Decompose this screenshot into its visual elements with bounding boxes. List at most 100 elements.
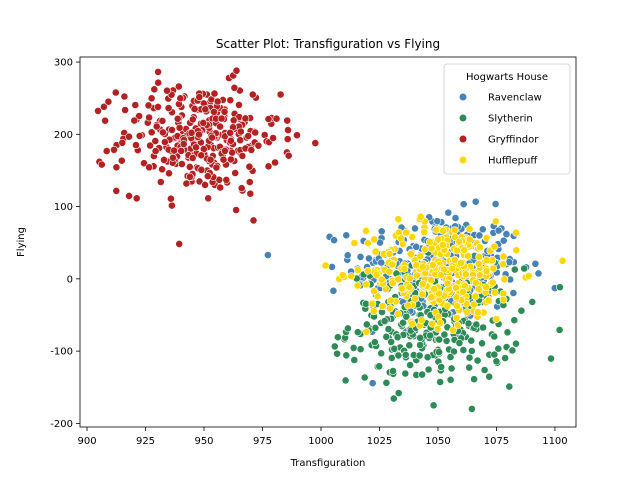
point-hufflepuff bbox=[386, 304, 394, 313]
point-slytherin bbox=[343, 324, 352, 333]
point-hufflepuff bbox=[377, 275, 386, 284]
point-slytherin bbox=[426, 331, 435, 340]
point-gryffindor bbox=[158, 165, 166, 174]
point-hufflepuff bbox=[463, 308, 471, 316]
point-hufflepuff bbox=[435, 289, 443, 298]
point-slytherin bbox=[401, 350, 410, 359]
point-hufflepuff bbox=[410, 294, 419, 303]
point-slytherin bbox=[390, 344, 399, 353]
point-hufflepuff bbox=[465, 225, 474, 234]
point-hufflepuff bbox=[418, 290, 427, 299]
point-gryffindor bbox=[135, 112, 143, 120]
point-ravenclaw bbox=[491, 200, 500, 208]
point-gryffindor bbox=[192, 143, 200, 152]
point-gryffindor bbox=[247, 145, 256, 154]
point-gryffindor bbox=[151, 137, 160, 145]
point-slytherin bbox=[492, 357, 501, 366]
point-slytherin bbox=[447, 364, 456, 373]
point-slytherin bbox=[342, 351, 351, 360]
point-hufflepuff bbox=[413, 271, 421, 280]
point-hufflepuff bbox=[443, 279, 452, 288]
point-gryffindor bbox=[230, 83, 239, 92]
point-ravenclaw bbox=[459, 200, 468, 209]
legend-marker-gryffindor bbox=[458, 134, 468, 144]
point-hufflepuff bbox=[432, 225, 441, 234]
point-gryffindor bbox=[244, 132, 253, 140]
plot-frame bbox=[79, 56, 577, 428]
point-hufflepuff bbox=[499, 252, 508, 261]
point-gryffindor bbox=[229, 116, 238, 125]
point-slytherin bbox=[330, 342, 339, 351]
point-gryffindor bbox=[151, 147, 160, 155]
point-gryffindor bbox=[164, 104, 173, 112]
point-gryffindor bbox=[140, 159, 148, 168]
point-hufflepuff bbox=[408, 319, 417, 328]
point-hufflepuff bbox=[362, 327, 371, 336]
point-slytherin bbox=[406, 361, 414, 369]
point-gryffindor bbox=[158, 117, 167, 125]
y-tick-label: 0 bbox=[67, 274, 73, 285]
x-tick-label: 1075 bbox=[484, 436, 509, 447]
point-gryffindor bbox=[169, 153, 177, 162]
point-hufflepuff bbox=[417, 316, 426, 324]
point-slytherin bbox=[333, 333, 342, 342]
point-hufflepuff bbox=[428, 319, 437, 328]
point-slytherin bbox=[393, 333, 402, 342]
point-gryffindor bbox=[251, 128, 260, 137]
point-ravenclaw bbox=[478, 225, 487, 234]
point-gryffindor bbox=[102, 147, 111, 155]
point-slytherin bbox=[382, 332, 391, 341]
point-hufflepuff bbox=[449, 326, 457, 335]
point-hufflepuff bbox=[443, 301, 452, 310]
point-hufflepuff bbox=[394, 215, 403, 224]
point-slytherin bbox=[387, 353, 396, 362]
point-gryffindor bbox=[147, 128, 156, 137]
point-gryffindor bbox=[100, 102, 108, 111]
point-gryffindor bbox=[188, 115, 197, 124]
point-hufflepuff bbox=[378, 302, 387, 311]
point-gryffindor bbox=[110, 145, 118, 154]
point-hufflepuff bbox=[471, 278, 480, 287]
point-gryffindor bbox=[254, 141, 263, 150]
point-gryffindor bbox=[174, 82, 183, 91]
point-slytherin bbox=[418, 370, 426, 379]
point-hufflepuff bbox=[465, 235, 474, 244]
point-gryffindor bbox=[188, 154, 197, 162]
point-gryffindor bbox=[185, 162, 194, 171]
point-hufflepuff bbox=[405, 274, 414, 283]
point-gryffindor bbox=[111, 88, 120, 97]
point-gryffindor bbox=[158, 128, 167, 137]
point-hufflepuff bbox=[457, 259, 465, 267]
point-ravenclaw bbox=[534, 269, 543, 278]
y-axis: -200 -100 0 100 200 300 bbox=[50, 58, 80, 430]
point-gryffindor bbox=[245, 178, 254, 186]
legend-label-slytherin: Slytherin bbox=[488, 114, 533, 125]
point-hufflepuff bbox=[453, 302, 461, 311]
point-gryffindor bbox=[197, 151, 206, 160]
point-gryffindor bbox=[131, 101, 140, 109]
legend-label-gryffindor: Gryffindor bbox=[488, 135, 539, 146]
point-slytherin bbox=[490, 350, 499, 359]
point-slytherin bbox=[380, 317, 389, 325]
x-tick-label: 950 bbox=[194, 436, 213, 447]
point-hufflepuff bbox=[469, 300, 478, 309]
point-gryffindor bbox=[246, 189, 255, 198]
legend-label-ravenclaw: Ravenclaw bbox=[488, 93, 542, 104]
point-slytherin bbox=[377, 349, 386, 358]
point-hufflepuff bbox=[453, 321, 462, 330]
point-hufflepuff bbox=[484, 296, 493, 305]
point-slytherin bbox=[459, 346, 468, 354]
point-gryffindor bbox=[97, 160, 106, 169]
point-slytherin bbox=[446, 353, 455, 361]
point-slytherin bbox=[465, 353, 474, 362]
point-ravenclaw bbox=[412, 242, 421, 251]
point-hufflepuff bbox=[512, 246, 521, 255]
point-gryffindor bbox=[216, 122, 224, 131]
point-gryffindor bbox=[132, 141, 140, 149]
point-gryffindor bbox=[210, 89, 219, 98]
point-gryffindor bbox=[146, 141, 154, 150]
legend-label-hufflepuff: Hufflepuff bbox=[488, 156, 538, 167]
point-gryffindor bbox=[147, 94, 156, 103]
point-gryffindor bbox=[283, 135, 292, 143]
point-gryffindor bbox=[264, 162, 273, 171]
